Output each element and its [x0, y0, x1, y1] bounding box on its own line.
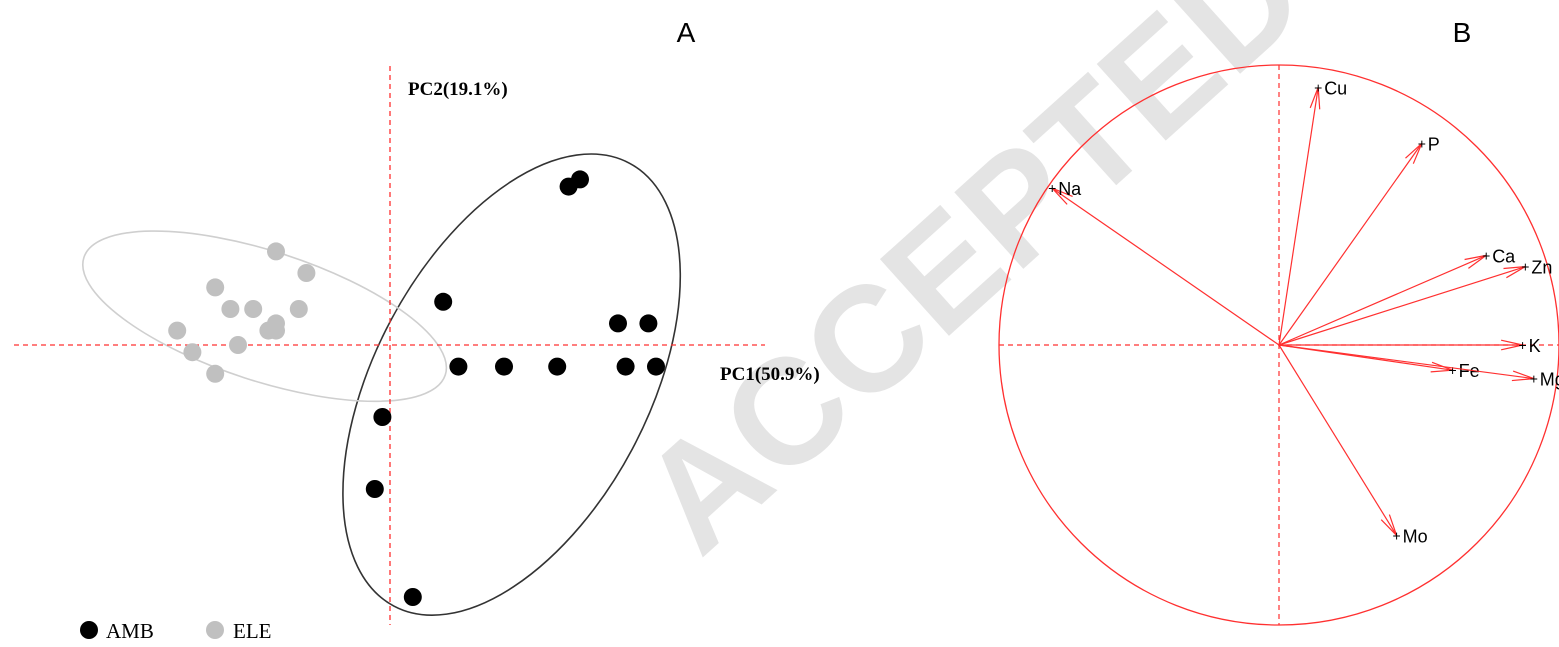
point-amb	[403, 588, 422, 606]
panel-b-correlation-circle: B +Cu+P+Na+Ca+Zn+K+Fe+Mg+Mo	[998, 17, 1559, 626]
arrowhead-zn	[1503, 266, 1526, 279]
point-ele	[267, 314, 285, 333]
point-amb	[647, 357, 665, 376]
marker-ca: +	[1482, 247, 1490, 263]
point-amb	[609, 314, 627, 333]
point-amb	[434, 292, 453, 311]
arrowhead-na	[1051, 187, 1073, 205]
panel-b-label: B	[1453, 17, 1472, 48]
variable-p: + P	[1278, 134, 1440, 346]
point-ele	[289, 300, 308, 318]
point-amb	[616, 357, 635, 376]
svg-text:ACCEPTED MANUSCRIPT: ACCEPTED MANUSCRIPT	[609, 0, 1559, 584]
legend-label-amb: AMB	[106, 619, 154, 643]
variable-zn: + Zn	[1278, 258, 1552, 346]
arrowhead-ca	[1464, 254, 1487, 269]
point-amb	[365, 480, 384, 498]
marker-fe: +	[1449, 362, 1457, 378]
point-amb	[639, 314, 658, 333]
point-ele	[244, 300, 263, 318]
point-ele	[297, 264, 316, 282]
marker-mg: +	[1530, 371, 1538, 387]
arrowhead-p	[1405, 142, 1423, 164]
arrow-cu	[1278, 87, 1319, 346]
pc1-axis-label: PC1(50.9%)	[720, 364, 820, 385]
label-mg: Mg	[1540, 370, 1559, 390]
panel-a-label: A	[677, 17, 696, 48]
point-amb	[449, 357, 468, 376]
label-zn: Zn	[1531, 258, 1552, 278]
variable-fe: + Fe	[1278, 344, 1480, 381]
point-ele	[229, 336, 247, 354]
point-amb	[495, 357, 513, 376]
legend: AMB ELE	[80, 619, 271, 643]
point-ele	[206, 364, 225, 383]
variable-cu: + Cu	[1278, 78, 1347, 346]
arrowhead-cu	[1309, 87, 1321, 110]
ellipse-ele	[81, 230, 448, 403]
point-amb	[373, 408, 392, 426]
arrow-mo	[1278, 344, 1398, 536]
label-mo: Mo	[1403, 526, 1428, 546]
arrow-zn	[1278, 266, 1526, 346]
arrowhead-fe	[1430, 361, 1453, 373]
point-amb	[571, 170, 589, 189]
marker-mo: +	[1393, 527, 1401, 543]
arrowhead-k	[1500, 339, 1523, 351]
arrow-na	[1051, 187, 1280, 346]
point-ele	[206, 278, 225, 297]
variable-mg: +Mg	[1278, 344, 1559, 390]
legend-label-ele: ELE	[233, 619, 271, 643]
ellipse-amb	[342, 153, 682, 616]
arrow-ca	[1278, 254, 1487, 346]
marker-p: +	[1418, 135, 1426, 151]
marker-cu: +	[1314, 79, 1322, 95]
marker-na: +	[1048, 180, 1056, 196]
label-k: K	[1529, 336, 1541, 356]
variable-k: + K	[1279, 336, 1541, 356]
label-cu: Cu	[1324, 78, 1347, 98]
point-ele	[183, 343, 202, 362]
variable-ca: + Ca	[1278, 246, 1516, 346]
label-ca: Ca	[1492, 246, 1516, 266]
variable-mo: + Mo	[1278, 344, 1428, 546]
pc2-axis-label: PC2(19.1%)	[408, 79, 508, 100]
legend-marker-amb	[80, 621, 98, 639]
marker-k: +	[1519, 337, 1527, 353]
point-ele	[267, 242, 285, 261]
point-ele	[168, 321, 187, 340]
label-fe: Fe	[1459, 361, 1480, 381]
label-na: Na	[1058, 179, 1082, 199]
point-ele	[221, 300, 240, 318]
legend-marker-ele	[206, 621, 224, 639]
arrow-p	[1278, 143, 1423, 346]
arrowhead-mg	[1511, 370, 1535, 382]
label-p: P	[1428, 134, 1440, 154]
point-amb	[548, 357, 567, 376]
watermark: ACCEPTED MANUSCRIPT	[609, 0, 1559, 584]
arrowhead-mo	[1380, 514, 1398, 536]
panel-a-score-plot: A PC1(50.9%) PC2(19.1%) AMB ELE	[14, 17, 820, 643]
arrow-mg	[1278, 344, 1534, 380]
marker-zn: +	[1521, 259, 1529, 275]
variable-na: + Na	[1048, 179, 1280, 346]
